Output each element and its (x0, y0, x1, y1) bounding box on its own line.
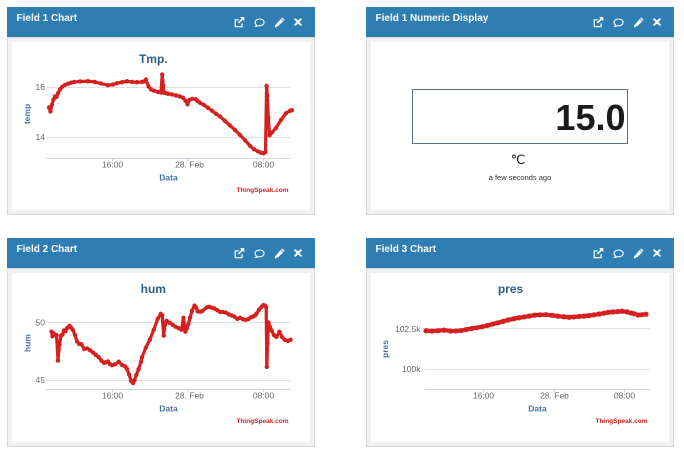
svg-text:16:00: 16:00 (102, 160, 124, 170)
svg-text:Data: Data (528, 404, 547, 414)
svg-text:28. Feb: 28. Feb (540, 391, 569, 401)
svg-text:14: 14 (36, 132, 46, 142)
svg-text:45: 45 (36, 375, 46, 385)
svg-text:08:00: 08:00 (253, 391, 275, 401)
svg-text:ThingSpeak.com: ThingSpeak.com (236, 418, 288, 425)
svg-text:Data: Data (159, 404, 178, 414)
svg-text:pres: pres (380, 340, 390, 358)
svg-text:16:00: 16:00 (102, 391, 124, 401)
svg-text:28. Feb: 28. Feb (175, 160, 204, 170)
svg-text:100k: 100k (402, 364, 421, 374)
svg-text:temp: temp (22, 104, 32, 124)
svg-text:16: 16 (36, 82, 46, 92)
svg-text:16:00: 16:00 (473, 391, 495, 401)
svg-text:ThingSpeak.com: ThingSpeak.com (236, 187, 288, 194)
svg-text:08:00: 08:00 (253, 160, 275, 170)
svg-text:pres: pres (498, 282, 524, 296)
svg-text:hum: hum (23, 334, 33, 352)
svg-text:Data: Data (159, 173, 178, 183)
svg-text:28. Feb: 28. Feb (175, 391, 204, 401)
svg-text:08:00: 08:00 (614, 391, 636, 401)
svg-text:50: 50 (36, 317, 46, 327)
svg-text:hum: hum (141, 282, 166, 296)
svg-text:102.5k: 102.5k (395, 324, 421, 334)
svg-text:Tmp.: Tmp. (139, 52, 168, 66)
svg-text:ThingSpeak.com: ThingSpeak.com (595, 418, 647, 425)
